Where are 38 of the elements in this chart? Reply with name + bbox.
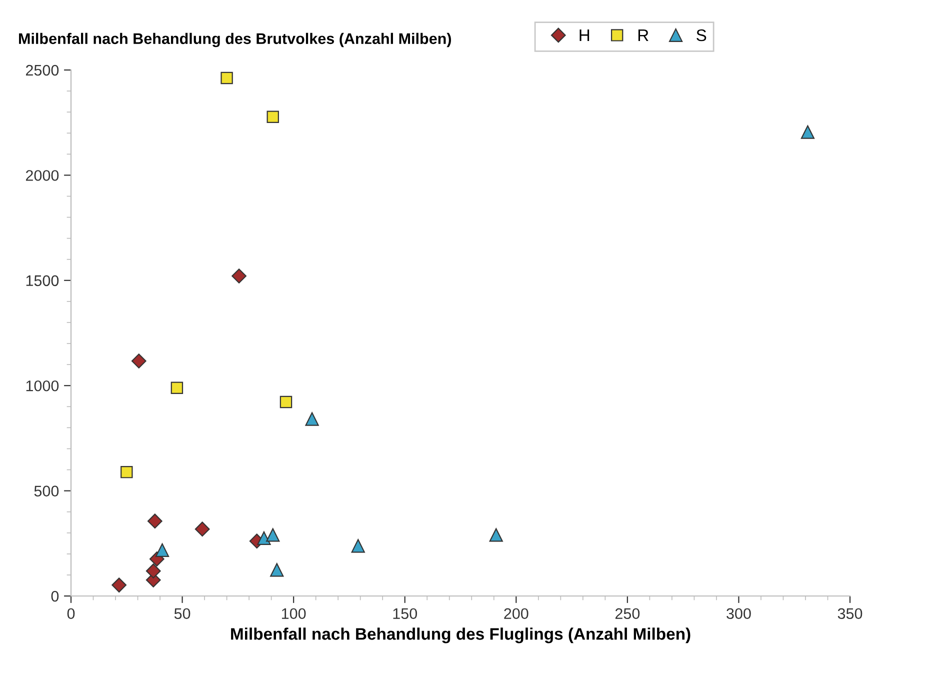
point [194,522,210,537]
point [131,354,146,368]
point [232,268,246,284]
x-axis-title: Milbenfall nach Behandlung des Fluglings (Anzahl Milben) [231,628,690,644]
point [266,110,279,124]
x-tick-label: 350 [838,608,862,620]
legend-label: S [696,29,706,42]
y-tick-label: 0 [51,590,59,602]
x-tick-label: 150 [393,608,418,620]
y-tick-label: 2500 [26,64,59,76]
point [351,539,365,553]
y-tick-label: 1000 [26,380,59,392]
x-tick-label: 0 [67,608,75,620]
point [305,412,319,426]
legend-label: R [638,30,648,42]
point [112,578,127,592]
point [489,528,503,542]
point [266,528,280,542]
y-tick-label: 500 [34,486,59,496]
point [800,125,815,139]
y-tick-label: 2000 [26,170,59,181]
y-tick-label: 1500 [26,275,59,286]
x-tick-label: 200 [504,608,528,620]
point [270,563,284,577]
point [155,543,170,557]
point [170,382,184,394]
point [220,72,233,84]
point [146,564,161,578]
point [120,466,133,478]
point [280,396,292,408]
legend-label: H [580,30,590,42]
x-tick-label: 300 [726,608,751,620]
x-tick-label: 50 [174,608,190,620]
point [147,514,162,529]
x-tick-label: 100 [282,608,306,620]
point [257,531,271,545]
chart-title: Milbenfall nach Behandlung des Brutvolkes (Anzahl Milben) [19,32,451,48]
x-tick-label: 250 [615,608,640,620]
